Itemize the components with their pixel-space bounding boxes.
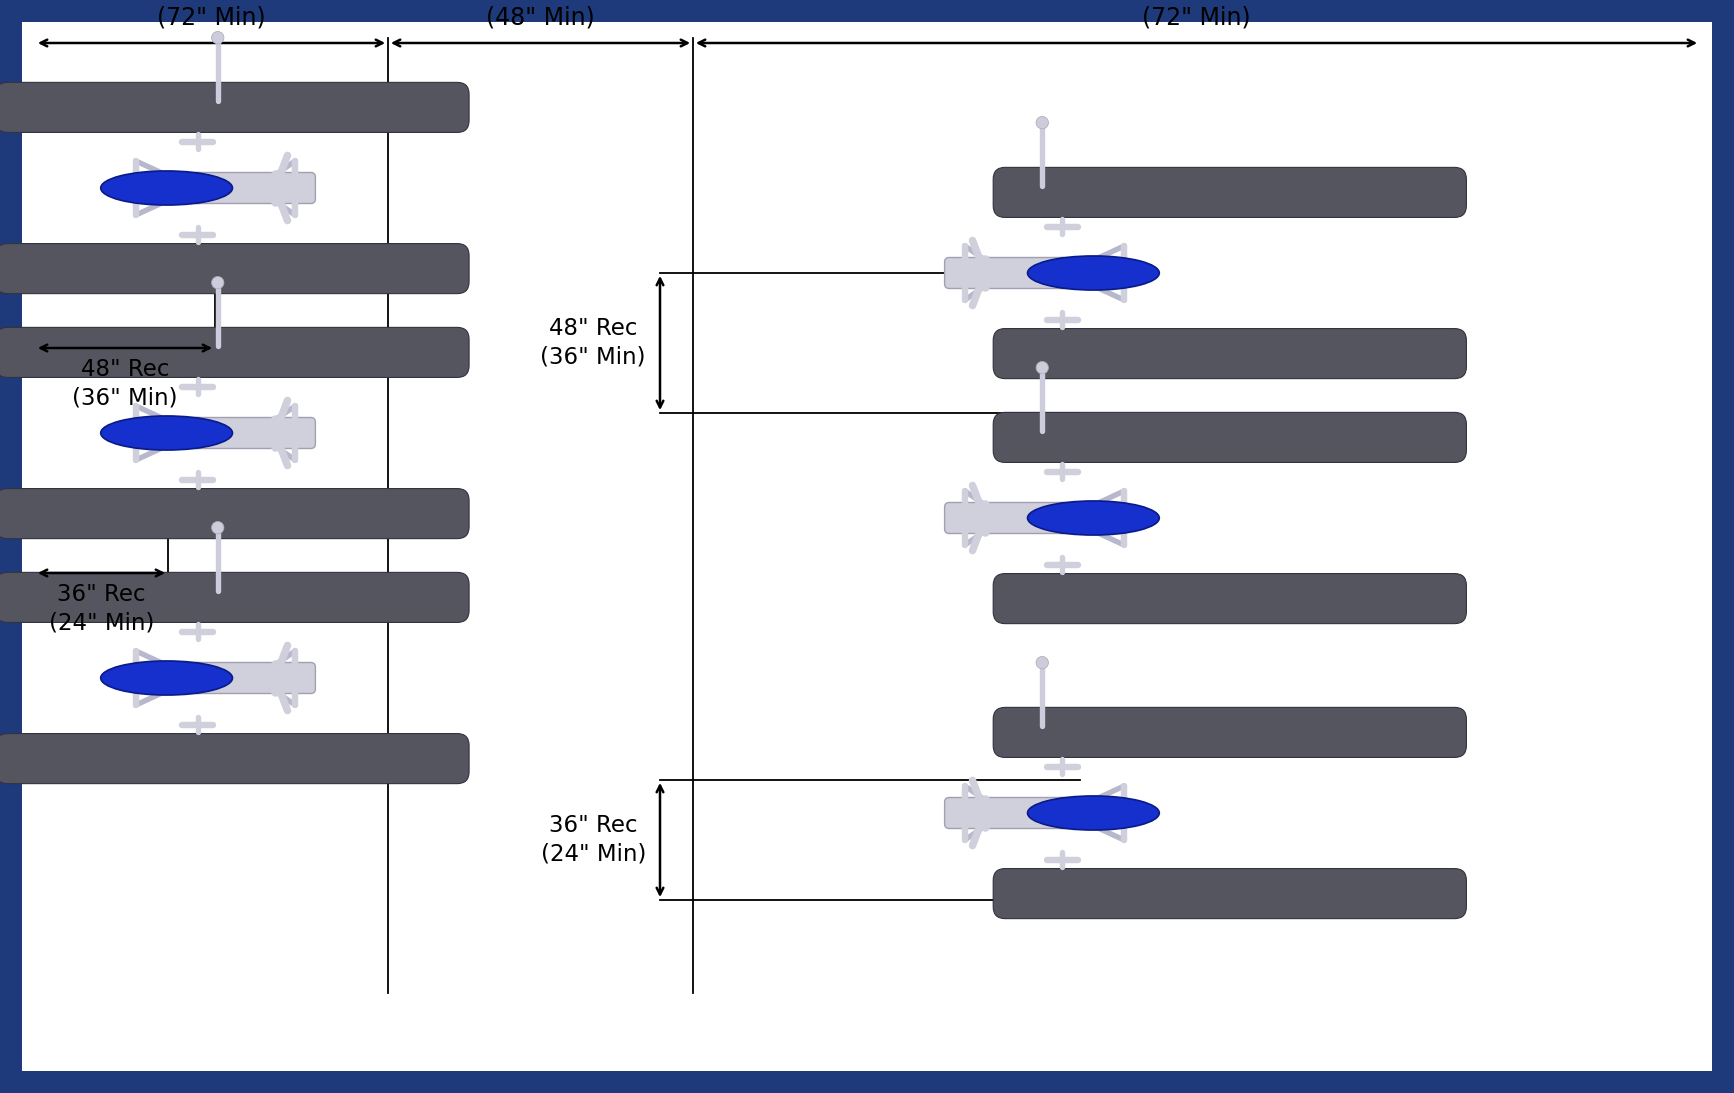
Ellipse shape xyxy=(212,277,224,289)
Ellipse shape xyxy=(212,521,224,533)
Ellipse shape xyxy=(182,418,213,448)
FancyBboxPatch shape xyxy=(945,798,1124,828)
Ellipse shape xyxy=(101,171,232,205)
Ellipse shape xyxy=(212,32,224,44)
FancyBboxPatch shape xyxy=(135,418,316,448)
FancyBboxPatch shape xyxy=(994,869,1467,918)
FancyBboxPatch shape xyxy=(994,167,1467,218)
Ellipse shape xyxy=(1035,362,1049,374)
Ellipse shape xyxy=(1035,117,1049,129)
Text: 36" Rec
(24" Min): 36" Rec (24" Min) xyxy=(541,814,647,866)
Text: 96" Rec
(72" Min): 96" Rec (72" Min) xyxy=(1143,0,1250,30)
FancyBboxPatch shape xyxy=(0,328,470,377)
FancyBboxPatch shape xyxy=(23,22,1711,1071)
Ellipse shape xyxy=(182,173,213,203)
Ellipse shape xyxy=(101,416,232,450)
Ellipse shape xyxy=(1047,503,1079,533)
FancyBboxPatch shape xyxy=(994,412,1467,462)
FancyBboxPatch shape xyxy=(994,707,1467,757)
Text: 36" Rec
(24" Min): 36" Rec (24" Min) xyxy=(49,583,154,634)
Ellipse shape xyxy=(182,662,213,693)
Ellipse shape xyxy=(101,661,232,695)
Ellipse shape xyxy=(1028,501,1160,536)
FancyBboxPatch shape xyxy=(994,574,1467,624)
Text: 96" Rec
(72" Min): 96" Rec (72" Min) xyxy=(158,0,265,30)
FancyBboxPatch shape xyxy=(0,489,470,539)
Ellipse shape xyxy=(1028,796,1160,830)
Ellipse shape xyxy=(1028,256,1160,290)
FancyBboxPatch shape xyxy=(994,329,1467,378)
Ellipse shape xyxy=(1047,798,1079,828)
Text: 48" Rec
(36" Min): 48" Rec (36" Min) xyxy=(541,317,647,368)
Ellipse shape xyxy=(1047,258,1079,289)
FancyBboxPatch shape xyxy=(0,82,470,132)
FancyBboxPatch shape xyxy=(945,503,1124,533)
FancyBboxPatch shape xyxy=(0,244,470,294)
Text: 48" Rec
(36" Min): 48" Rec (36" Min) xyxy=(73,359,179,410)
FancyBboxPatch shape xyxy=(135,662,316,693)
FancyBboxPatch shape xyxy=(945,258,1124,289)
FancyBboxPatch shape xyxy=(0,733,470,784)
Ellipse shape xyxy=(1035,657,1049,669)
Text: 60" Rec
(48" Min): 60" Rec (48" Min) xyxy=(486,0,595,30)
FancyBboxPatch shape xyxy=(135,173,316,203)
FancyBboxPatch shape xyxy=(0,573,470,622)
